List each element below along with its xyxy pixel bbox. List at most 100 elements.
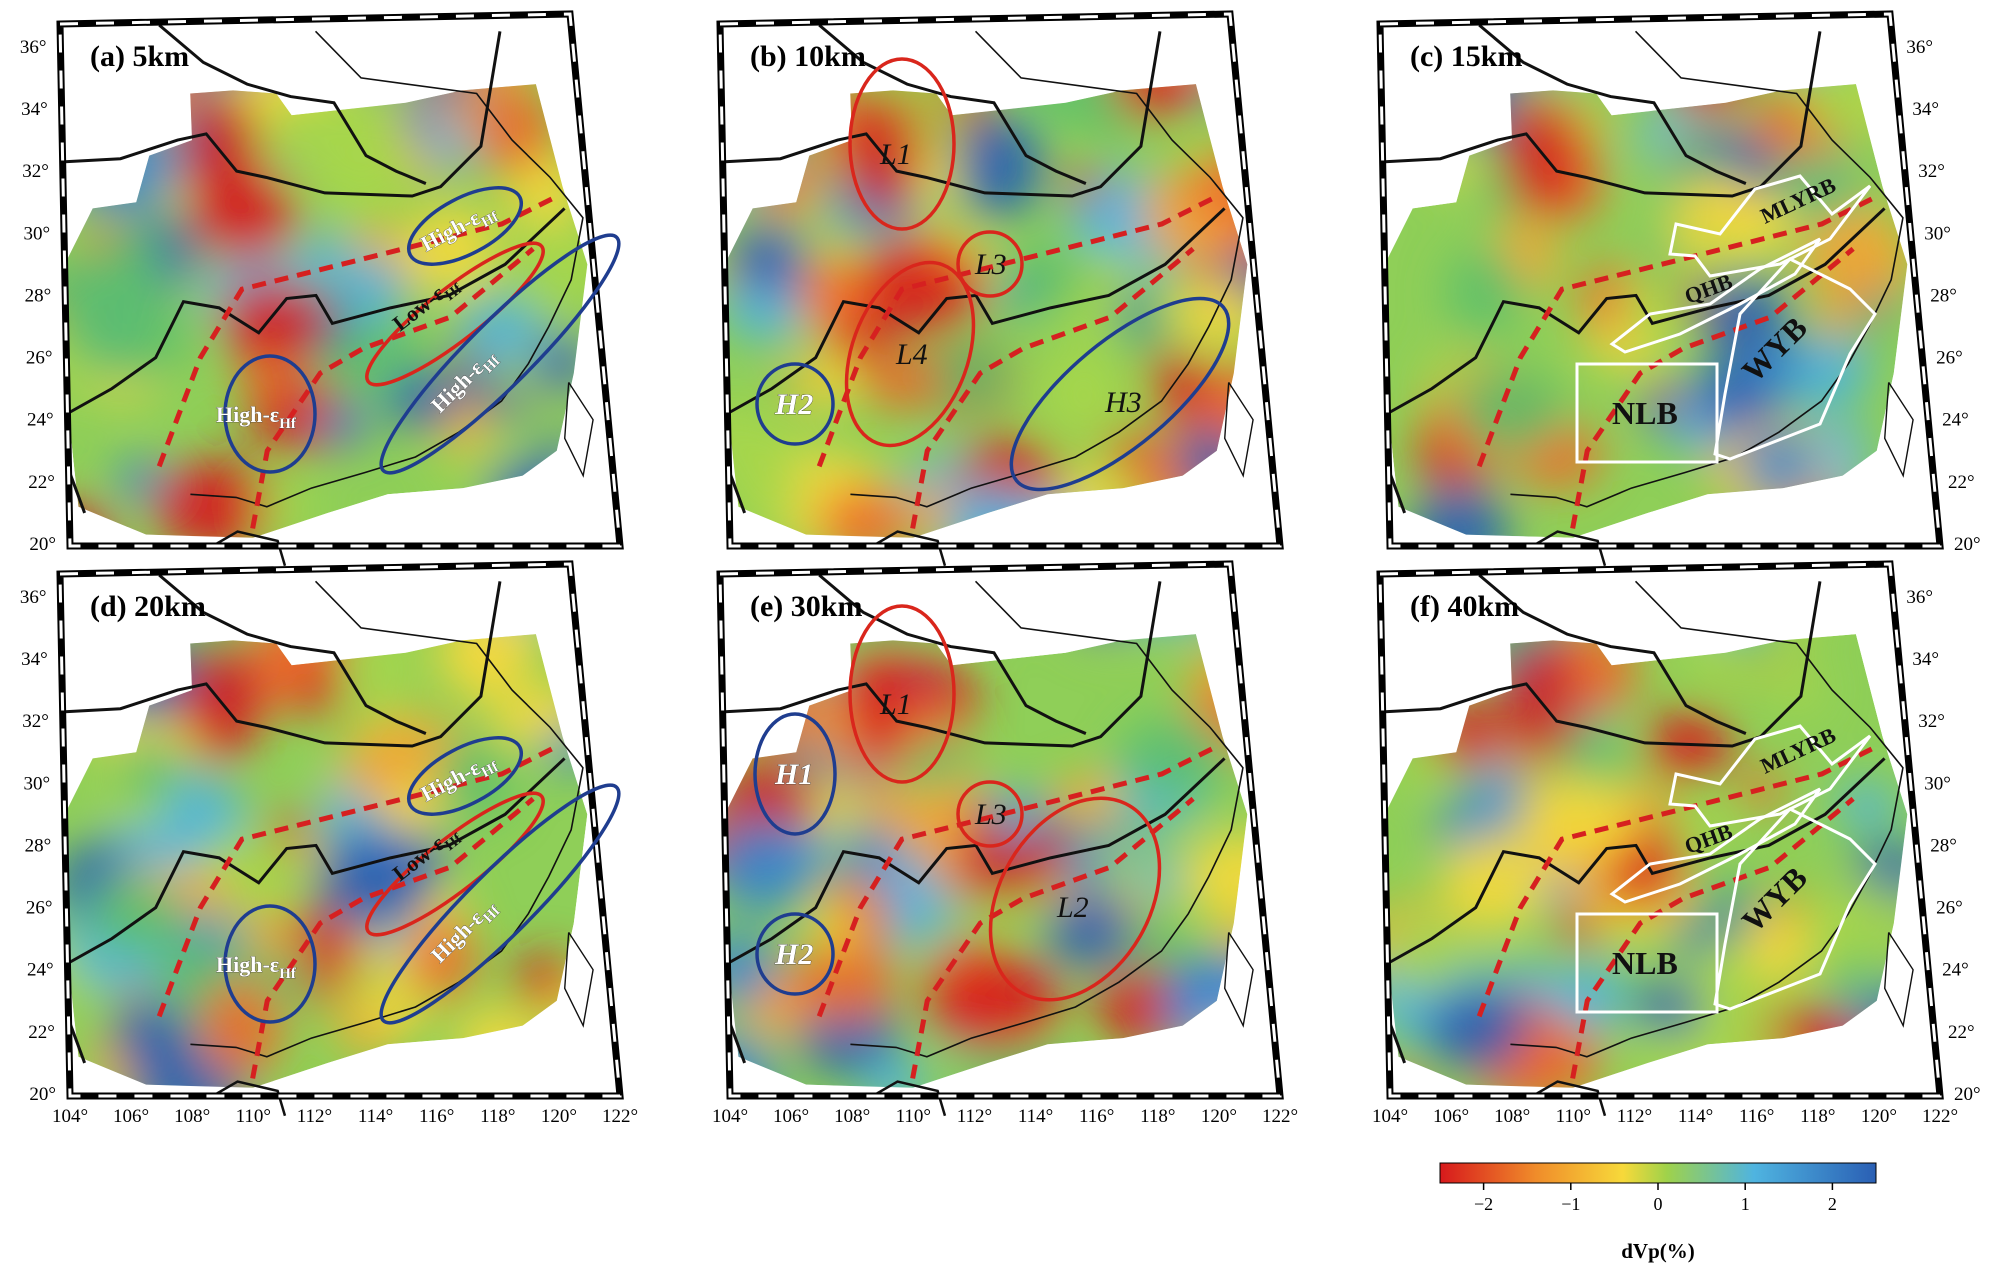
suture-dashed-line xyxy=(1476,193,1879,468)
lon-tick-label: 122° xyxy=(1262,1106,1298,1127)
lat-tick-label: 32° xyxy=(22,711,49,732)
anomaly-ellipse-l1 xyxy=(848,57,956,231)
suture-dashed-line xyxy=(250,796,535,1079)
map-panel-e: (e) 30km L1 L3 L2 H1 H2 104° 106° 108° 110° 112° 11… xyxy=(712,560,1298,1127)
anomaly-label-l1: L1 xyxy=(879,688,912,721)
basin-label-nlb: NLB xyxy=(1612,945,1678,981)
lat-tick-label: 32° xyxy=(22,161,49,182)
anomaly-label-l3: L3 xyxy=(974,798,1007,831)
basin-outline-nlb xyxy=(1575,912,1719,1014)
taiwan-outline xyxy=(1884,382,1914,478)
taiwan-outline xyxy=(1224,932,1254,1028)
map-frame-checker xyxy=(58,12,622,548)
lat-tick-label: 24° xyxy=(27,410,54,431)
suture-dashed-line xyxy=(250,246,535,529)
lat-tick-label: 22° xyxy=(1948,1022,1975,1043)
coastline xyxy=(1510,580,1904,1058)
suture-dashed-line xyxy=(1570,246,1855,529)
tectonic-boundary xyxy=(1382,581,1822,748)
panel-label-e: (e) 30km xyxy=(750,590,862,623)
lat-tick-label: 34° xyxy=(21,649,48,670)
lat-tick-label: 24° xyxy=(1942,410,1969,431)
high-hf-anomaly-ellipse xyxy=(406,736,524,816)
map-panel-d: (d) 20kmHigh-εHfLow-εHfHigh-εHfHigh-εHf3… xyxy=(20,560,638,1127)
tectonic-boundary xyxy=(66,207,566,415)
lat-tick-label: 20° xyxy=(1954,1084,1981,1105)
lat-tick-label: 28° xyxy=(1930,835,1957,856)
suture-dashed-line xyxy=(816,743,1219,1018)
colorbar-tick-label: −2 xyxy=(1474,1194,1493,1214)
tectonic-boundary xyxy=(62,581,502,748)
lon-tick-label: 114° xyxy=(1018,1106,1053,1127)
lat-tick-label: 28° xyxy=(25,285,52,306)
anomaly-ellipse-h1 xyxy=(753,712,837,836)
tectonic-boundary xyxy=(722,31,1162,198)
suture-dashed-line xyxy=(910,796,1195,1079)
anomaly-label-h2: H2 xyxy=(774,388,813,421)
tectonic-boundary xyxy=(726,207,1226,415)
basin-outline-wyb xyxy=(1713,807,1877,1011)
lon-tick-label: 106° xyxy=(773,1106,809,1127)
lat-tick-label: 34° xyxy=(1912,649,1939,670)
panel-label-a: (a) 5km xyxy=(90,40,189,73)
tectonic-boundary xyxy=(1386,207,1886,415)
hainan-outline xyxy=(210,530,287,567)
lat-tick-label: 20° xyxy=(29,534,56,555)
coastline xyxy=(190,580,584,1058)
lon-tick-label: 114° xyxy=(1678,1106,1713,1127)
suture-dashed-line xyxy=(156,193,559,468)
panel-label-c: (c) 15km xyxy=(1410,40,1522,73)
tectonic-boundary xyxy=(66,757,566,965)
coastline xyxy=(850,30,1244,508)
lon-tick-label: 118° xyxy=(1140,1106,1175,1127)
hainan-outline xyxy=(870,1080,947,1117)
lat-tick-label: 36° xyxy=(1906,37,1933,58)
tectonic-boundary xyxy=(1382,31,1822,198)
lon-tick-label: 122° xyxy=(602,1106,638,1127)
map-panel-a: (a) 5kmHigh-εHfLow-εHfHigh-εHfHigh-εHf36… xyxy=(20,10,624,567)
panel-label-b: (b) 10km xyxy=(750,40,866,73)
lat-tick-label: 32° xyxy=(1918,711,1945,732)
coastline xyxy=(1510,30,1904,508)
anomaly-ellipse-l3 xyxy=(956,780,1024,848)
map-panel-c: (c) 15kmMLYRBQHBWYBNLB36°34°32°30°28°26°… xyxy=(1376,10,1981,567)
basin-label-nlb: NLB xyxy=(1612,395,1678,431)
lat-tick-label: 34° xyxy=(1912,99,1939,120)
hainan-outline xyxy=(210,1080,287,1117)
anomaly-label-h1: H1 xyxy=(774,758,813,791)
lat-tick-label: 32° xyxy=(1918,161,1945,182)
lon-tick-label: 104° xyxy=(1372,1106,1408,1127)
lat-tick-label: 30° xyxy=(1924,773,1951,794)
lon-tick-label: 116° xyxy=(1739,1106,1774,1127)
coastline xyxy=(190,30,584,508)
tectonic-boundary xyxy=(1386,757,1886,965)
anomaly-label-l3: L3 xyxy=(974,248,1007,281)
hainan-outline xyxy=(1530,1080,1607,1117)
suture-dashed-line xyxy=(156,743,559,1018)
basin-outline-mlyrb xyxy=(1668,174,1872,278)
lat-tick-label: 24° xyxy=(27,960,54,981)
lat-tick-label: 26° xyxy=(1936,348,1963,369)
lon-tick-label: 120° xyxy=(1201,1106,1237,1127)
anomaly-label-h3: H3 xyxy=(1104,386,1142,419)
lat-tick-label: 36° xyxy=(20,587,47,608)
anomaly-ellipse-h3 xyxy=(1009,296,1231,492)
lat-tick-label: 30° xyxy=(1924,223,1951,244)
anomaly-ellipse-l3 xyxy=(956,230,1024,298)
lon-tick-label: 108° xyxy=(834,1106,870,1127)
basin-outline-mlyrb xyxy=(1668,724,1872,828)
map-panel-f: (f) 40kmMLYRBQHBWYBNLB36°34°32°30°28°26°… xyxy=(1372,560,1981,1127)
lon-tick-label: 114° xyxy=(358,1106,393,1127)
high-hf-anomaly-ellipse xyxy=(379,783,621,1025)
tectonic-boundary xyxy=(722,581,1162,748)
lat-tick-label: 26° xyxy=(26,348,53,369)
lon-tick-label: 116° xyxy=(419,1106,454,1127)
tectonic-boundary xyxy=(818,23,1087,185)
colorbar-tick-label: 0 xyxy=(1654,1194,1663,1214)
anomaly-label-l4: L4 xyxy=(895,338,928,371)
taiwan-outline xyxy=(564,382,594,478)
lon-tick-label: 110° xyxy=(236,1106,271,1127)
lat-tick-label: 30° xyxy=(23,223,50,244)
lon-tick-label: 104° xyxy=(52,1106,88,1127)
colorbar: −2 −1 0 1 2 dVp(%) xyxy=(1439,1162,1877,1263)
